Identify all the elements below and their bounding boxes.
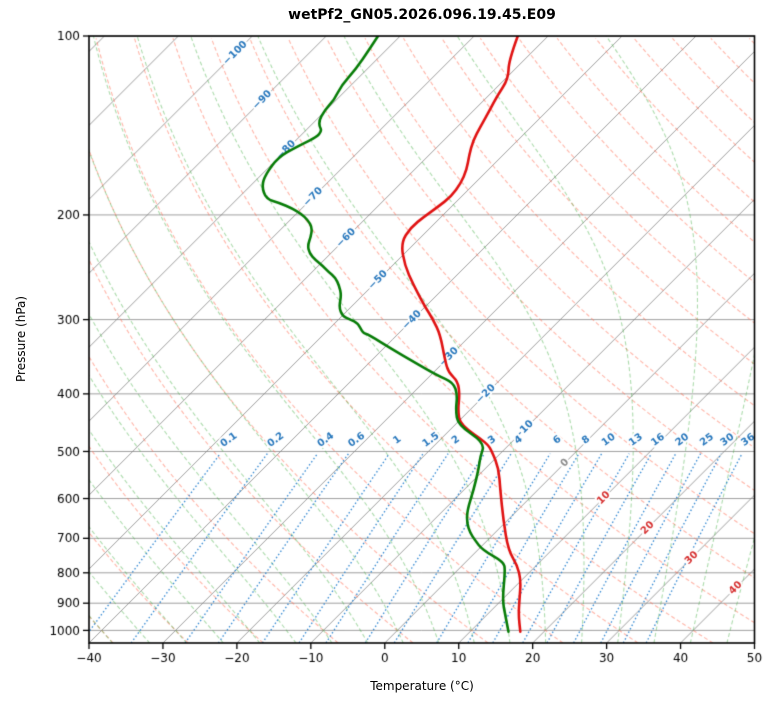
x-axis-label: Temperature (°C) (370, 679, 474, 693)
y-axis-label: Pressure (hPa) (14, 295, 28, 383)
chart-title: wetPf2_GN05.2026.096.19.45.E09 (288, 7, 556, 23)
